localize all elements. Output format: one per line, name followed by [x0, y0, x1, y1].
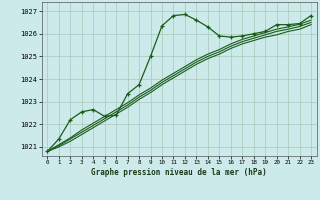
X-axis label: Graphe pression niveau de la mer (hPa): Graphe pression niveau de la mer (hPa) — [91, 168, 267, 177]
